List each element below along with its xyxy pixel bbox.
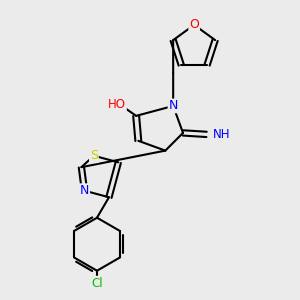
Text: O: O [189, 18, 199, 32]
Text: N: N [169, 99, 178, 112]
Text: N: N [80, 184, 89, 197]
Text: S: S [90, 149, 98, 162]
Text: NH: NH [213, 128, 231, 141]
Text: Cl: Cl [91, 277, 103, 290]
Text: HO: HO [108, 98, 126, 111]
